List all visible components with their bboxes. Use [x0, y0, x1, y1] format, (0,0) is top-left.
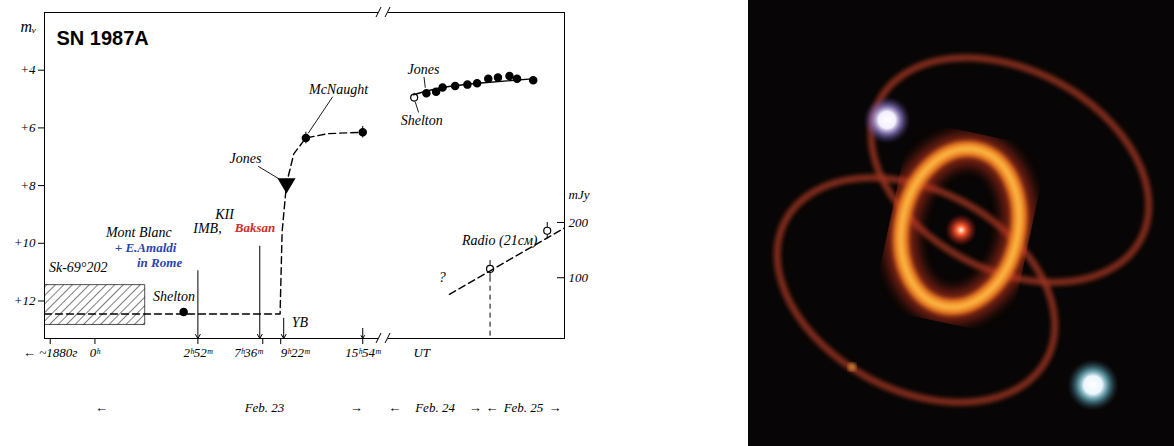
svg-text:200: 200	[569, 215, 589, 230]
svg-text:Shelton: Shelton	[153, 289, 195, 304]
svg-text:YB: YB	[292, 315, 309, 330]
svg-text:Shelton: Shelton	[401, 113, 443, 128]
svg-text:Feb. 23: Feb. 23	[244, 400, 285, 415]
svg-text:mJy: mJy	[569, 187, 590, 202]
svg-text:in Rome: in Rome	[137, 254, 182, 269]
svg-text:← ~1880г: ← ~1880г	[23, 345, 77, 360]
svg-text:+12: +12	[14, 293, 36, 308]
svg-text:→: →	[469, 400, 482, 415]
svg-text:7ʰ36ᵐ: 7ʰ36ᵐ	[234, 345, 263, 360]
svg-text:←: ←	[485, 400, 498, 415]
svg-text:Radio (21см): Radio (21см)	[461, 233, 538, 249]
svg-text:→: →	[549, 400, 562, 415]
svg-text:←: ←	[95, 400, 108, 415]
svg-text:McNaught: McNaught	[308, 82, 369, 97]
svg-text:SN 1987A: SN 1987A	[57, 27, 149, 49]
svg-text:KII: KII	[214, 207, 235, 222]
svg-text:Sk-69°202: Sk-69°202	[49, 260, 107, 275]
svg-text:15ʰ54ᵐ: 15ʰ54ᵐ	[345, 345, 381, 360]
svg-text:+4: +4	[20, 62, 36, 77]
svg-text:←: ←	[388, 400, 401, 415]
svg-text:Feb. 24: Feb. 24	[414, 400, 455, 415]
svg-text:mᵥ: mᵥ	[21, 18, 37, 35]
svg-text:+ E.Amaldi: + E.Amaldi	[115, 239, 177, 254]
svg-text:9ʰ22ᵐ: 9ʰ22ᵐ	[281, 345, 310, 360]
svg-text:2ʰ52ᵐ: 2ʰ52ᵐ	[184, 345, 213, 360]
svg-text:+6: +6	[20, 120, 36, 135]
svg-text:Baksan: Baksan	[234, 220, 275, 235]
svg-text:+8: +8	[20, 178, 36, 193]
svg-text:+10: +10	[14, 235, 36, 250]
svg-text:0ʰ: 0ʰ	[90, 345, 102, 360]
svg-text:Mont Blanc: Mont Blanc	[105, 225, 172, 240]
svg-text:100: 100	[569, 270, 589, 285]
svg-text:→: →	[350, 400, 363, 415]
svg-text:Feb. 25: Feb. 25	[503, 400, 544, 415]
svg-text:UT: UT	[413, 345, 430, 360]
svg-text:?: ?	[439, 270, 446, 285]
svg-text:Jones: Jones	[229, 151, 261, 166]
svg-text:IMB,: IMB,	[192, 221, 221, 236]
svg-text:Jones: Jones	[408, 62, 440, 77]
